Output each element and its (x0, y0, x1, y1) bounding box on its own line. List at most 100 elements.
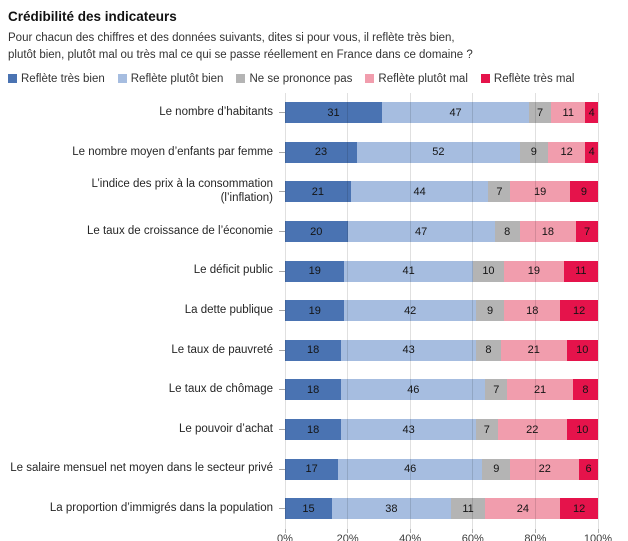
bar-value-label: 11 (562, 106, 574, 119)
chart-row: Le taux de chômage 18 46 7 21 8 (0, 370, 628, 410)
bar-segment: 9 (519, 141, 548, 163)
bar-value-label: 18 (526, 304, 539, 317)
stacked-bar-chart: Le nombre d’habitants 31 47 7 11 4 Le nombre m… (0, 93, 628, 541)
chart-row: Le salaire mensuel net moyen dans le sec… (0, 449, 628, 489)
bar-segment: 42 (344, 300, 476, 322)
category-label: La dette publique (184, 304, 273, 317)
y-axis-tick (279, 349, 285, 351)
bar-segment: 20 (285, 221, 348, 243)
legend-label: Reflète très bien (21, 72, 105, 85)
stacked-bar: 18 43 7 22 10 (285, 419, 598, 441)
bar-segment: 8 (494, 221, 520, 243)
bar-value-label: 4 (588, 146, 595, 159)
x-axis-tick-label: 100% (583, 532, 613, 541)
bar-value-label: 52 (432, 146, 445, 159)
bar-segment: 4 (585, 102, 598, 124)
legend-label: Reflète plutôt mal (378, 72, 468, 85)
bar-value-label: 8 (504, 225, 511, 238)
x-axis-tick-label: 40% (399, 532, 422, 541)
bar-value-label: 11 (462, 502, 474, 515)
bar-value-label: 22 (526, 423, 539, 436)
bar-segment: 38 (331, 498, 451, 520)
bar-value-label: 7 (493, 383, 500, 396)
bar-segment: 7 (488, 181, 511, 203)
bar-value-label: 18 (541, 225, 555, 238)
bar-value-label: 44 (413, 185, 426, 198)
bar-segment: 7 (475, 419, 498, 441)
subtitle-line-1: Pour chacun des chiffres et des données … (8, 32, 455, 44)
bar-value-label: 46 (404, 463, 417, 476)
legend-swatch-icon (117, 74, 127, 83)
chart-row: L’indice des prix à la consommation (l’i… (0, 172, 628, 212)
bar-segment: 22 (510, 458, 580, 480)
bar-value-label: 47 (415, 225, 428, 238)
bar-segment: 21 (500, 339, 567, 361)
bar-segment: 12 (547, 141, 586, 163)
stacked-bar: 18 43 8 21 10 (285, 339, 598, 361)
bar-value-label: 42 (404, 304, 417, 317)
bar-segment: 44 (350, 181, 489, 203)
bar-segment: 7 (529, 102, 552, 124)
legend-item-1: Reflète plutôt bien (117, 73, 223, 85)
bar-segment: 46 (341, 379, 486, 401)
bar-value-label: 12 (560, 146, 573, 159)
bar-segment: 8 (572, 379, 598, 401)
stacked-bar: 31 47 7 11 4 (285, 102, 598, 124)
bar-value-label: 9 (486, 304, 494, 317)
category-label: Le salaire mensuel net moyen dans le sec… (10, 462, 273, 475)
bar-segment: 10 (566, 419, 598, 441)
x-axis-tick-label: 20% (336, 532, 359, 541)
legend-item-2: Ne se prononce pas (236, 73, 352, 85)
chart-row: Le taux de pauvreté 18 43 8 21 10 (0, 331, 628, 371)
x-axis-tickmark (347, 528, 349, 533)
category-label: Le pouvoir d’achat (179, 422, 273, 435)
chart-row: La dette publique 19 42 9 18 12 (0, 291, 628, 331)
chart-row: La proportion d’immigrés dans la populat… (0, 489, 628, 529)
category-label: L’indice des prix à la consommation (l’i… (91, 178, 273, 204)
legend-swatch-icon (480, 74, 490, 83)
bar-value-label: 7 (483, 423, 490, 436)
bar-value-label: 20 (310, 225, 323, 238)
bar-value-label: 19 (308, 304, 321, 317)
bar-segment: 43 (341, 419, 476, 441)
bar-segment: 9 (475, 300, 505, 322)
bar-segment: 23 (285, 141, 357, 163)
bar-value-label: 24 (516, 502, 529, 515)
bar-value-label: 22 (538, 463, 551, 476)
bar-segment: 9 (482, 458, 511, 480)
bar-value-label: 21 (311, 185, 324, 198)
x-axis-tick-label: 0% (277, 532, 293, 541)
bar-segment: 17 (285, 458, 339, 480)
bar-segment: 11 (551, 102, 586, 124)
bar-value-label: 8 (582, 383, 589, 396)
bar-segment: 18 (285, 339, 342, 361)
y-axis-tick (279, 468, 285, 470)
legend-swatch-icon (236, 74, 246, 83)
bar-value-label: 21 (527, 344, 540, 357)
bar-segment: 18 (504, 300, 561, 322)
y-axis-tick (279, 429, 285, 431)
bar-segment: 10 (472, 260, 505, 282)
bar-segment: 21 (507, 379, 573, 401)
bar-value-label: 17 (305, 463, 318, 476)
bar-value-label: 19 (533, 185, 547, 198)
x-axis-tick-label: 80% (524, 532, 547, 541)
y-axis-tick (279, 151, 285, 153)
bar-value-label: 6 (585, 463, 592, 476)
bar-value-label: 46 (407, 383, 420, 396)
y-axis-tick (279, 112, 285, 114)
bar-segment: 19 (285, 260, 345, 282)
bar-value-label: 31 (327, 106, 340, 119)
bar-value-label: 10 (576, 423, 589, 436)
category-label: Le taux de pauvreté (171, 343, 273, 356)
bar-value-label: 10 (576, 344, 589, 357)
bar-segment: 47 (347, 221, 495, 243)
chart-row: Le nombre moyen d’enfants par femme 23 52 9… (0, 133, 628, 173)
chart-subtitle: Pour chacun des chiffres et des données … (8, 30, 618, 63)
bar-segment: 19 (285, 300, 345, 322)
category-label: Le nombre d’habitants (159, 106, 273, 119)
bar-value-label: 4 (588, 106, 595, 119)
bar-segment: 21 (285, 181, 351, 203)
legend-item-3: Reflète plutôt mal (365, 73, 468, 85)
